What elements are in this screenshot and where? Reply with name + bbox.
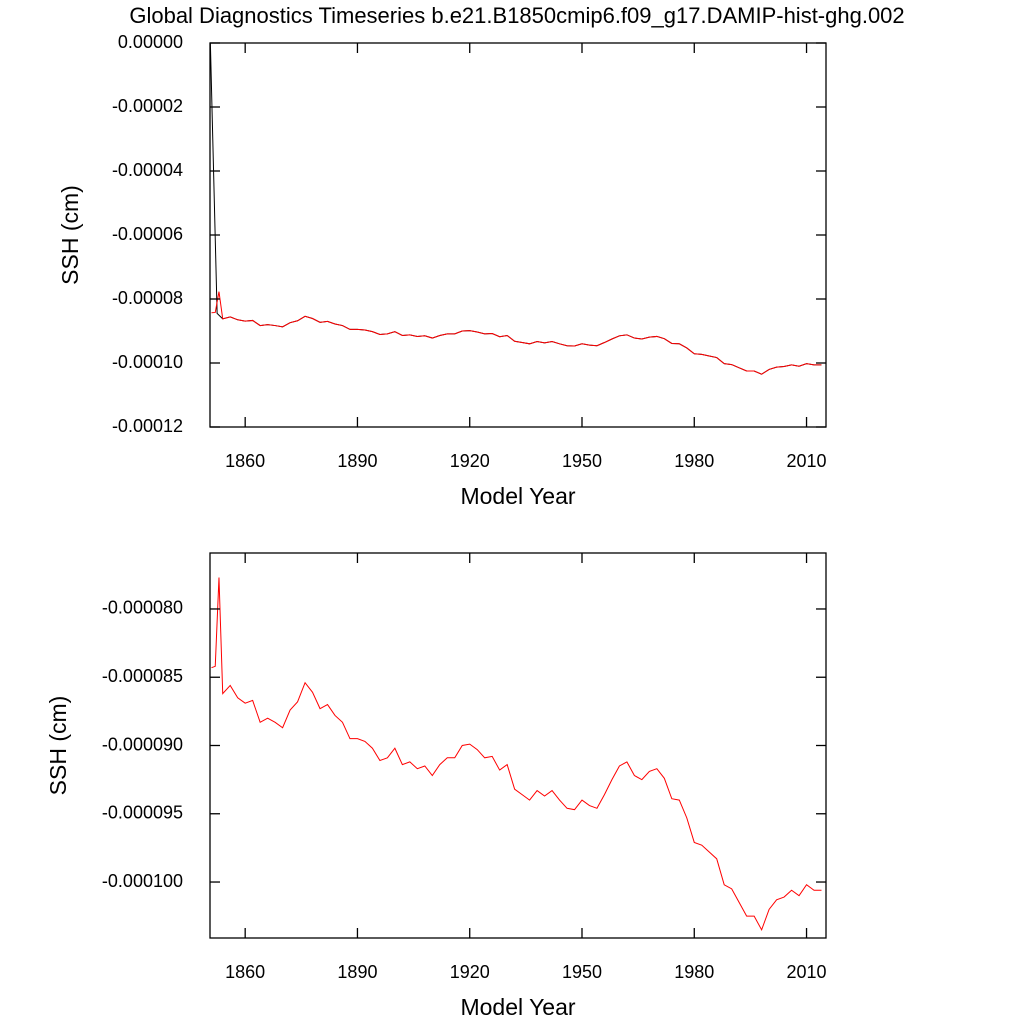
plot-frame — [209, 42, 827, 428]
x-tick-label: 1920 — [450, 962, 490, 982]
y-tick-label: -0.00006 — [112, 224, 183, 244]
y-tick-label: -0.000100 — [102, 871, 183, 891]
y-tick-label: -0.00010 — [112, 352, 183, 372]
y-tick-label: 0.00000 — [118, 32, 183, 52]
y-tick-label: -0.000085 — [102, 666, 183, 686]
x-tick-label: 2010 — [787, 962, 827, 982]
y-tick-label: -0.00002 — [112, 96, 183, 116]
x-tick-label: 1890 — [337, 962, 377, 982]
y-tick-label: -0.000095 — [102, 803, 183, 823]
y-axis-title: SSH (cm) — [57, 185, 83, 285]
x-tick-label: 1890 — [337, 451, 377, 471]
y-tick-label: -0.000080 — [102, 598, 183, 618]
x-tick-label: 1950 — [562, 451, 602, 471]
x-tick-label: 1860 — [225, 451, 265, 471]
y-tick-label: -0.00008 — [112, 288, 183, 308]
plot-frame — [209, 552, 827, 939]
x-axis-title: Model Year — [460, 483, 575, 509]
x-tick-label: 1920 — [450, 451, 490, 471]
series-line — [211, 577, 822, 932]
y-tick-label: -0.00012 — [112, 416, 183, 436]
x-axis-title: Model Year — [460, 994, 575, 1020]
x-tick-label: 2010 — [787, 451, 827, 471]
series-line — [211, 291, 822, 375]
y-tick-label: -0.000090 — [102, 734, 183, 754]
chart-title: Global Diagnostics Timeseries b.e21.B185… — [129, 3, 904, 28]
x-tick-label: 1950 — [562, 962, 602, 982]
x-tick-label: 1860 — [225, 962, 265, 982]
x-tick-label: 1980 — [674, 962, 714, 982]
series-line — [209, 42, 822, 375]
y-axis-title: SSH (cm) — [45, 696, 71, 796]
x-tick-label: 1980 — [674, 451, 714, 471]
y-tick-label: -0.00004 — [112, 160, 183, 180]
